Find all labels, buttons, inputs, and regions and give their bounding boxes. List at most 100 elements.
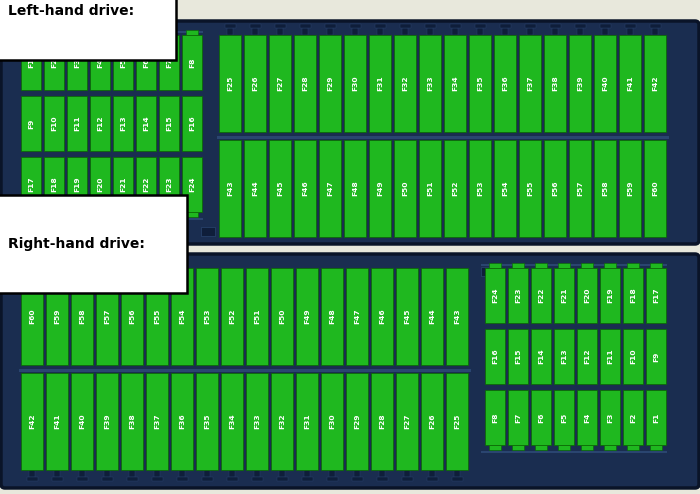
Bar: [626, 445, 639, 450]
Text: F40: F40: [79, 413, 85, 429]
Bar: [321, 268, 343, 365]
Bar: [404, 470, 410, 477]
Bar: [71, 30, 83, 35]
Text: F6: F6: [538, 412, 544, 423]
Text: F23: F23: [166, 177, 172, 192]
Text: F32: F32: [279, 414, 285, 429]
Bar: [21, 96, 41, 151]
Bar: [569, 35, 591, 132]
Bar: [600, 390, 620, 445]
Bar: [429, 470, 435, 477]
Bar: [67, 157, 87, 212]
Text: F4: F4: [584, 412, 590, 423]
Bar: [219, 35, 241, 132]
Text: F15: F15: [515, 349, 521, 364]
Bar: [129, 470, 135, 477]
Bar: [394, 140, 416, 237]
Bar: [544, 140, 566, 237]
Text: F40: F40: [602, 76, 608, 91]
Bar: [558, 445, 570, 450]
Bar: [146, 373, 168, 470]
Text: F48: F48: [329, 309, 335, 325]
Bar: [204, 470, 210, 477]
Text: F47: F47: [354, 309, 360, 325]
Text: F20: F20: [97, 177, 103, 192]
Bar: [626, 263, 639, 268]
Bar: [151, 477, 162, 481]
Text: F14: F14: [538, 349, 544, 364]
Bar: [508, 268, 528, 323]
Bar: [554, 329, 574, 384]
Bar: [344, 140, 366, 237]
Text: F21: F21: [561, 288, 567, 303]
Text: F27: F27: [277, 76, 283, 91]
Text: F35: F35: [477, 76, 483, 91]
Bar: [325, 24, 335, 28]
Text: F11: F11: [74, 116, 80, 131]
Text: F58: F58: [79, 309, 85, 325]
Bar: [244, 140, 266, 237]
Text: F2: F2: [630, 412, 636, 423]
Bar: [246, 268, 268, 365]
Bar: [186, 30, 198, 35]
Bar: [52, 477, 62, 481]
Text: F8: F8: [492, 412, 498, 423]
Text: F55: F55: [527, 181, 533, 196]
Bar: [67, 35, 87, 90]
Bar: [494, 140, 516, 237]
Bar: [71, 373, 93, 470]
Text: F57: F57: [104, 309, 110, 324]
Bar: [600, 268, 620, 323]
Text: F25: F25: [227, 76, 233, 91]
Bar: [249, 24, 260, 28]
Text: F60: F60: [29, 309, 35, 325]
Bar: [300, 24, 311, 28]
Text: F16: F16: [189, 116, 195, 131]
Bar: [624, 24, 636, 28]
Text: F52: F52: [229, 309, 235, 324]
Bar: [25, 30, 37, 35]
Text: F29: F29: [354, 414, 360, 429]
Text: F7: F7: [515, 412, 521, 423]
Text: F4: F4: [97, 57, 103, 68]
Bar: [179, 470, 185, 477]
Text: F13: F13: [561, 349, 567, 364]
Bar: [644, 140, 666, 237]
Bar: [502, 28, 508, 35]
Bar: [319, 35, 341, 132]
Text: Left-hand drive:: Left-hand drive:: [8, 4, 134, 18]
Bar: [21, 157, 41, 212]
Text: F8: F8: [189, 57, 195, 68]
Bar: [552, 28, 558, 35]
Bar: [344, 35, 366, 132]
Text: F30: F30: [329, 413, 335, 429]
Bar: [269, 140, 291, 237]
Text: F34: F34: [452, 76, 458, 91]
Bar: [48, 212, 60, 217]
Bar: [594, 140, 616, 237]
Bar: [444, 35, 466, 132]
Text: F34: F34: [229, 413, 235, 429]
Text: F9: F9: [653, 351, 659, 362]
Bar: [623, 390, 643, 445]
Bar: [577, 329, 597, 384]
Text: F46: F46: [302, 181, 308, 196]
Bar: [500, 24, 510, 28]
Text: F31: F31: [304, 413, 310, 429]
Text: F11: F11: [607, 349, 613, 364]
Bar: [446, 373, 468, 470]
Bar: [271, 268, 293, 365]
Bar: [201, 227, 215, 236]
Text: F29: F29: [327, 76, 333, 91]
Bar: [171, 268, 193, 365]
Bar: [377, 477, 388, 481]
Bar: [602, 28, 608, 35]
Text: F36: F36: [179, 413, 185, 429]
Text: F50: F50: [279, 309, 285, 324]
Bar: [489, 445, 501, 450]
Bar: [136, 35, 156, 90]
Bar: [494, 35, 516, 132]
Text: F28: F28: [379, 413, 385, 429]
Bar: [159, 35, 179, 90]
Bar: [519, 35, 541, 132]
